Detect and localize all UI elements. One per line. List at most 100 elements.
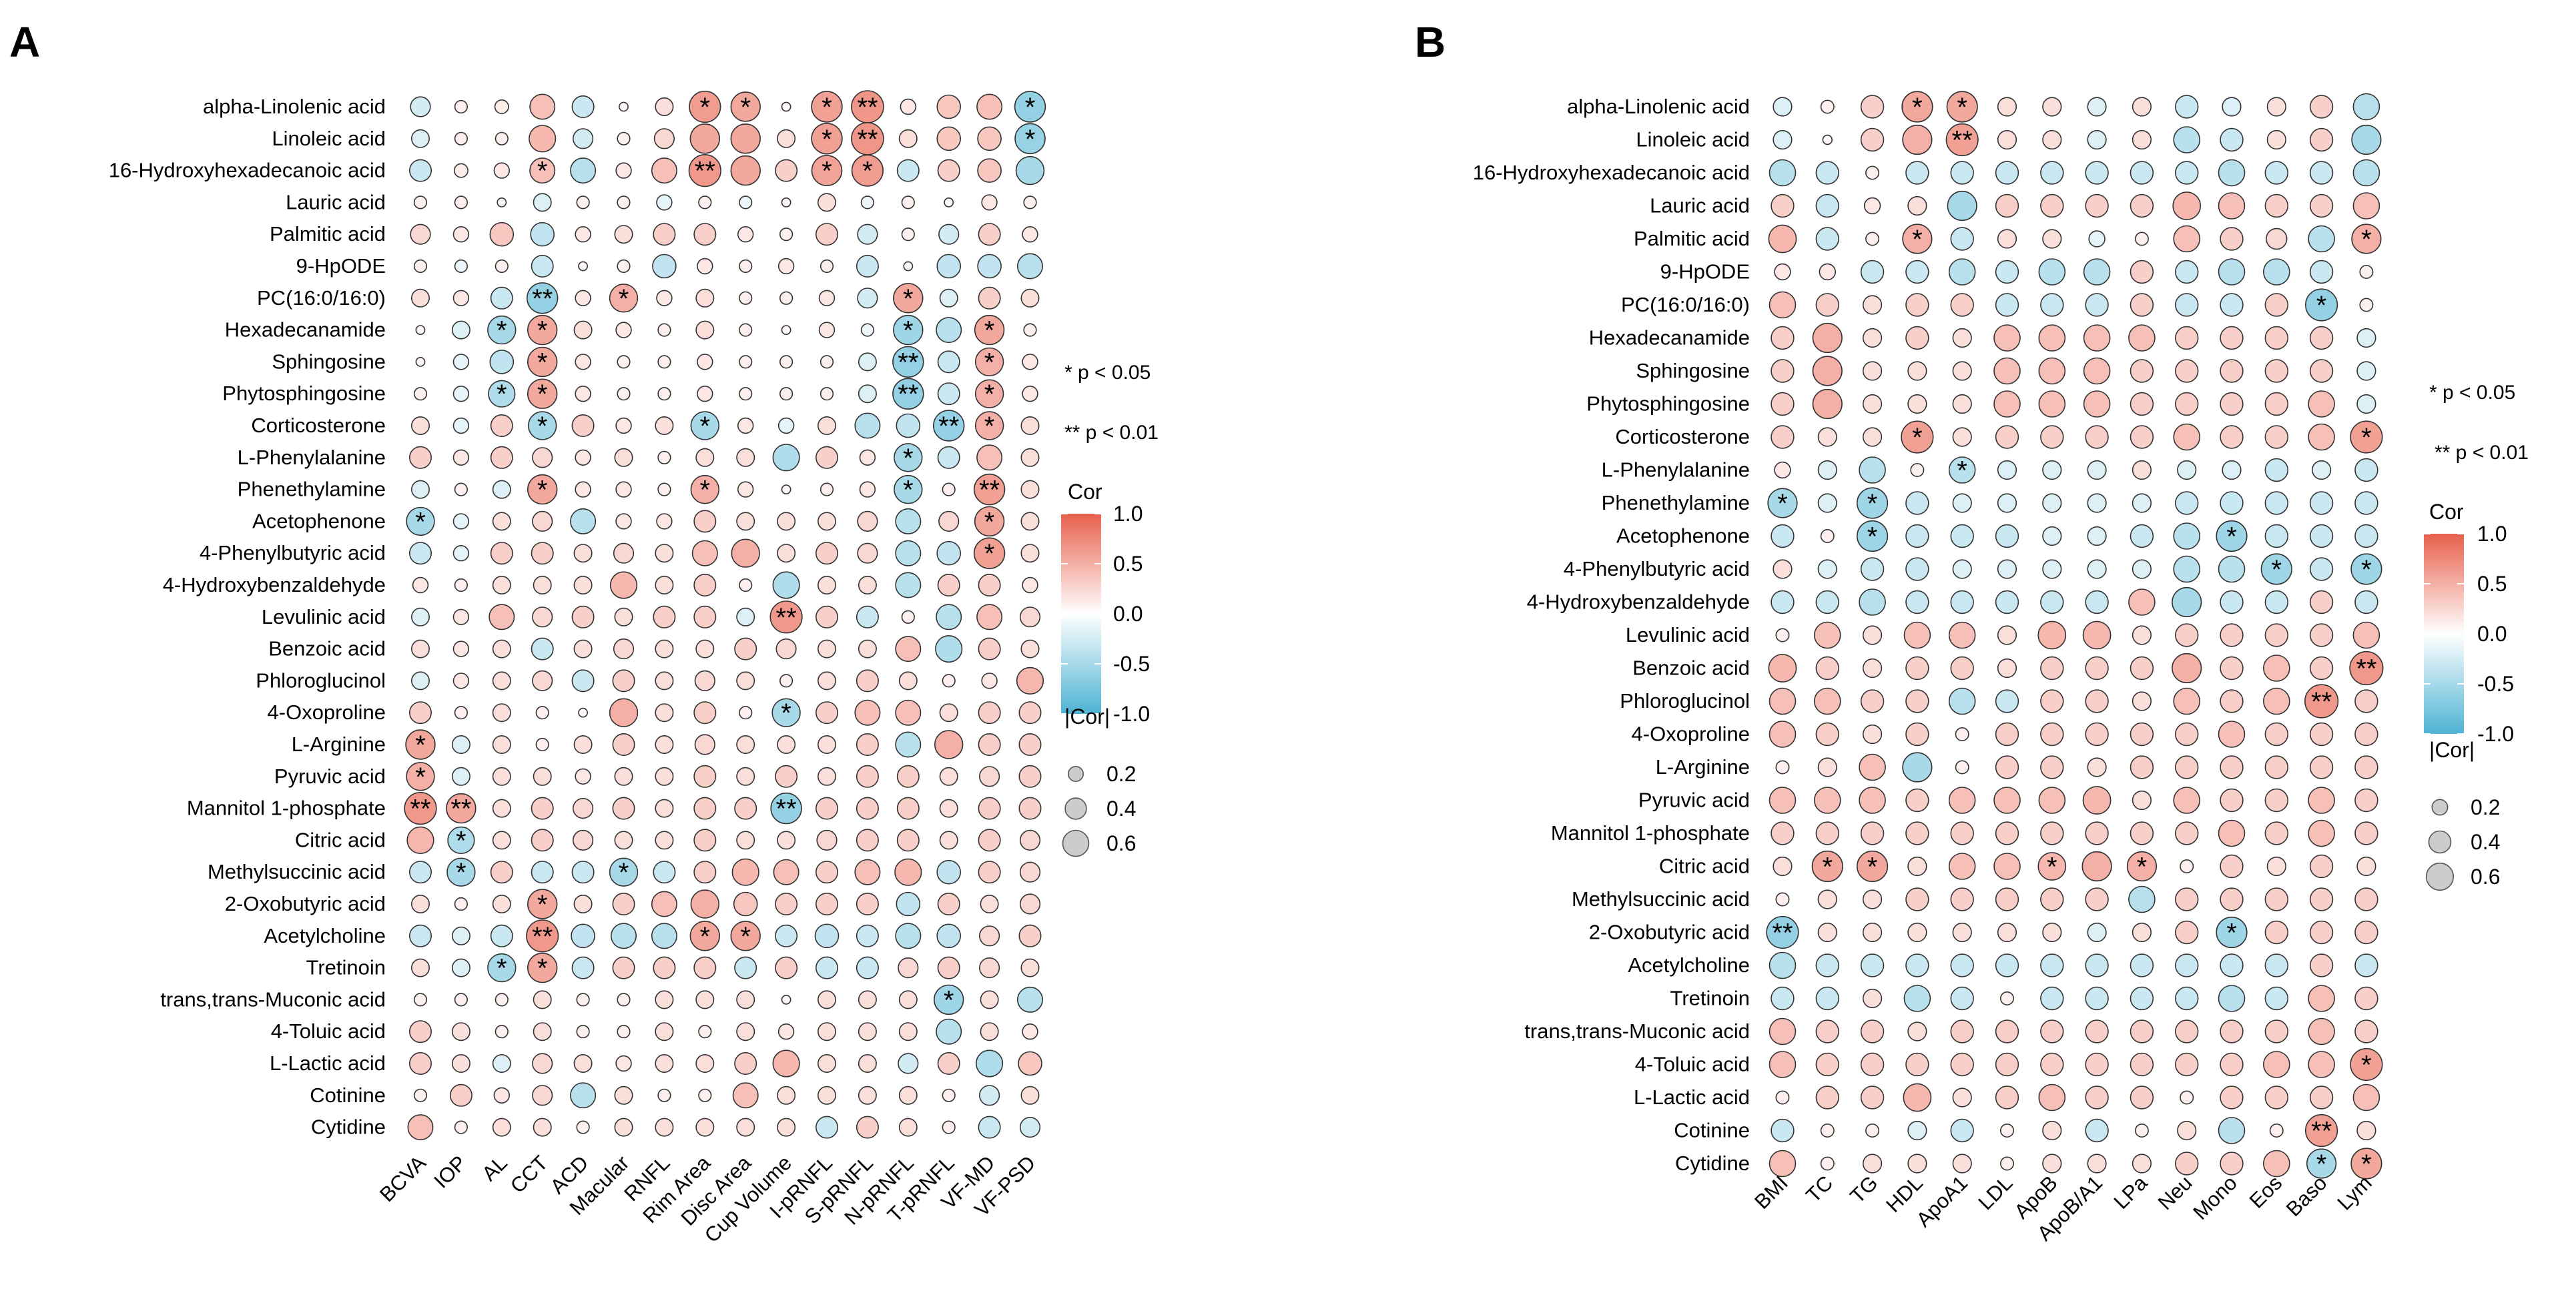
correlation-circle [942, 1088, 956, 1102]
panel-a-row-labels: alpha-Linolenic acid Linoleic acid 16-Hydr… [109, 95, 386, 1139]
row-label: Pyruvic acid [274, 765, 386, 788]
correlation-circle [1018, 733, 1042, 757]
correlation-circle [1770, 425, 1795, 449]
correlation-circle [2134, 1124, 2149, 1138]
correlation-circle [1863, 295, 1883, 315]
correlation-circle [533, 990, 552, 1009]
correlation-circle [1995, 425, 2019, 449]
correlation-circle [737, 417, 754, 434]
correlation-circle [1901, 420, 1934, 454]
correlation-circle [895, 699, 922, 726]
correlation-circle [857, 510, 878, 532]
correlation-circle [2173, 225, 2200, 253]
correlation-circle [2083, 357, 2111, 385]
correlation-circle [1950, 986, 1974, 1011]
significance-mark: ** [776, 795, 797, 824]
correlation-circle [2309, 953, 2334, 977]
size-key-label: 0.2 [1106, 762, 1136, 786]
significance-mark: ** [2311, 1117, 2332, 1146]
correlation-circle [2264, 425, 2289, 449]
row-label: Acetophenone [1616, 524, 1750, 548]
legend-a-colorbar: 1.0 0.5 0.0 -0.5 -1.0 [1061, 502, 1150, 726]
correlation-circle [693, 797, 717, 820]
correlation-circle [452, 673, 470, 689]
panel-b-cells: * **** *** *** ** ** ****** * * *** ***** * [1766, 91, 2384, 1180]
correlation-circle [1860, 689, 1885, 713]
correlation-circle [1995, 689, 2019, 713]
correlation-circle [2085, 689, 2109, 713]
correlation-circle [655, 1054, 674, 1073]
correlation-circle [2175, 293, 2199, 317]
significance-mark: * [497, 954, 507, 983]
correlation-circle [2350, 1047, 2383, 1081]
correlation-circle [1995, 161, 2019, 185]
correlation-circle [818, 193, 837, 212]
correlation-circle [656, 290, 673, 306]
correlation-circle [734, 1052, 757, 1075]
correlation-circle [1770, 821, 1795, 845]
correlation-circle [492, 799, 511, 818]
correlation-circle [691, 540, 718, 566]
size-key-label: 0.4 [2471, 830, 2500, 854]
correlation-circle [612, 669, 635, 693]
correlation-circle [1997, 658, 2017, 679]
correlation-circle [2130, 392, 2154, 416]
correlation-circle [896, 159, 920, 182]
correlation-circle [2309, 656, 2334, 681]
correlation-circle [532, 606, 553, 628]
row-label: Levulinic acid [1626, 623, 1750, 646]
correlation-circle [415, 325, 426, 335]
correlation-circle [408, 446, 432, 469]
correlation-circle [570, 508, 597, 534]
correlation-circle [2220, 127, 2244, 152]
correlation-circle [656, 194, 673, 211]
correlation-circle [2266, 228, 2288, 250]
correlation-circle [452, 608, 470, 625]
correlation-circle [2354, 590, 2378, 614]
correlation-circle [2085, 887, 2109, 911]
correlation-circle [978, 1085, 1000, 1106]
correlation-circle [2309, 722, 2334, 747]
correlation-circle [895, 540, 922, 566]
correlation-circle [2040, 722, 2064, 747]
correlation-circle [1950, 1118, 1974, 1143]
row-label: Lauric acid [1650, 194, 1750, 218]
correlation-circle [408, 861, 432, 884]
correlation-circle [978, 701, 1001, 725]
correlation-circle [816, 1116, 839, 1139]
correlation-circle [857, 224, 878, 245]
correlation-circle [1950, 656, 1974, 681]
correlation-circle [736, 735, 755, 755]
correlation-circle [2264, 788, 2289, 813]
correlation-circle [2309, 127, 2334, 152]
correlation-circle [858, 1022, 877, 1041]
correlation-circle [651, 157, 677, 184]
significance-mark: * [415, 731, 426, 760]
correlation-circle [575, 768, 591, 785]
correlation-circle [609, 284, 639, 313]
correlation-circle [856, 1116, 879, 1139]
correlation-circle [1857, 520, 1889, 552]
correlation-circle [490, 286, 513, 310]
correlation-circle [410, 96, 431, 117]
row-label: Mannitol 1-phosphate [1551, 821, 1750, 845]
correlation-circle [779, 387, 793, 401]
correlation-circle [573, 320, 593, 340]
correlation-circle [693, 573, 717, 596]
correlation-circle [1817, 493, 1837, 513]
correlation-circle [527, 411, 557, 440]
correlation-circle [2218, 819, 2246, 847]
correlation-circle [1997, 129, 2017, 150]
colorbar-label: -1.0 [1113, 702, 1150, 726]
correlation-circle [446, 793, 476, 824]
correlation-circle [532, 1053, 553, 1074]
correlation-circle [1995, 722, 2019, 747]
correlation-circle [2264, 887, 2289, 911]
correlation-circle [451, 1022, 470, 1041]
correlation-circle [1950, 887, 1974, 911]
correlation-circle [1017, 986, 1044, 1013]
correlation-circle [408, 159, 432, 182]
row-label: Phenethylamine [238, 478, 386, 501]
significance-mark: * [415, 507, 426, 536]
correlation-circle [2216, 520, 2248, 552]
